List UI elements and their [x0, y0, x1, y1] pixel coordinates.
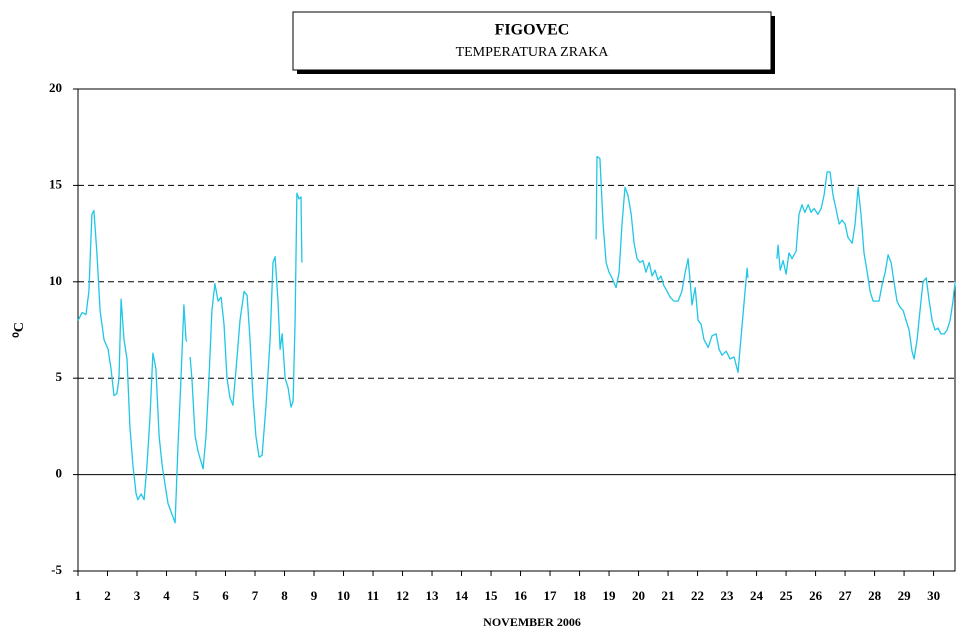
x-tick-label: 6: [222, 588, 229, 603]
chart-subtitle: TEMPERATURA ZRAKA: [456, 45, 610, 60]
x-tick-label: 21: [662, 588, 675, 603]
x-tick-label: 29: [898, 588, 912, 603]
x-tick-label: 3: [134, 588, 141, 603]
x-tick-label: 25: [780, 588, 794, 603]
plot-area: [77, 88, 956, 572]
y-axis-label: ⁰C: [12, 322, 27, 338]
x-tick-label: 17: [544, 588, 558, 603]
x-tick-label: 8: [281, 588, 288, 603]
x-tick-label: 15: [485, 588, 499, 603]
x-tick-label: 5: [193, 588, 200, 603]
temperature-line: [77, 155, 956, 524]
x-tick-label: 19: [603, 588, 617, 603]
x-tick-label: 11: [367, 588, 379, 603]
y-tick-label: 0: [56, 466, 63, 481]
x-tick-label: 28: [868, 588, 882, 603]
x-tick-label: 26: [809, 588, 823, 603]
x-tick-label: 1: [75, 588, 82, 603]
x-axis-label: NOVEMBER 2006: [483, 615, 581, 629]
x-tick-label: 23: [721, 588, 735, 603]
x-tick-label: 13: [426, 588, 440, 603]
x-tick-label: 20: [632, 588, 645, 603]
y-tick-label: -5: [51, 562, 62, 577]
x-tick-label: 9: [311, 588, 318, 603]
x-tick-label: 4: [163, 588, 170, 603]
title-box: [292, 11, 772, 71]
x-tick-label: 2: [104, 588, 111, 603]
x-tick-label: 10: [337, 588, 350, 603]
y-tick-label: 20: [49, 80, 62, 95]
x-tick-label: 24: [750, 588, 764, 603]
y-tick-label: 10: [49, 273, 62, 288]
x-tick-label: 14: [455, 588, 469, 603]
y-tick-label: 5: [56, 369, 63, 384]
x-tick-label: 30: [927, 588, 940, 603]
y-tick-label: 15: [49, 176, 63, 191]
chart-title: FIGOVEC: [495, 22, 570, 39]
x-tick-label: 27: [839, 588, 853, 603]
x-tick-label: 7: [252, 588, 259, 603]
x-tick-label: 12: [396, 588, 409, 603]
x-tick-label: 22: [691, 588, 704, 603]
x-tick-label: 18: [573, 588, 587, 603]
x-tick-label: 16: [514, 588, 528, 603]
